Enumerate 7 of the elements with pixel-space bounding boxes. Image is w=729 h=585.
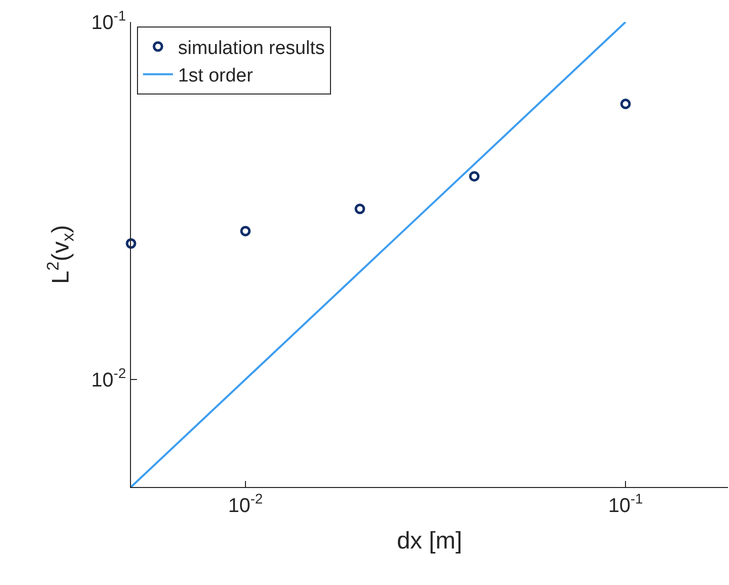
x-axis-title: dx [m] — [396, 527, 462, 554]
legend-label: simulation results — [178, 38, 325, 59]
point — [240, 226, 251, 236]
point — [126, 238, 136, 249]
legend-label: 1st order — [178, 66, 254, 87]
point — [469, 171, 480, 182]
point — [354, 204, 366, 214]
